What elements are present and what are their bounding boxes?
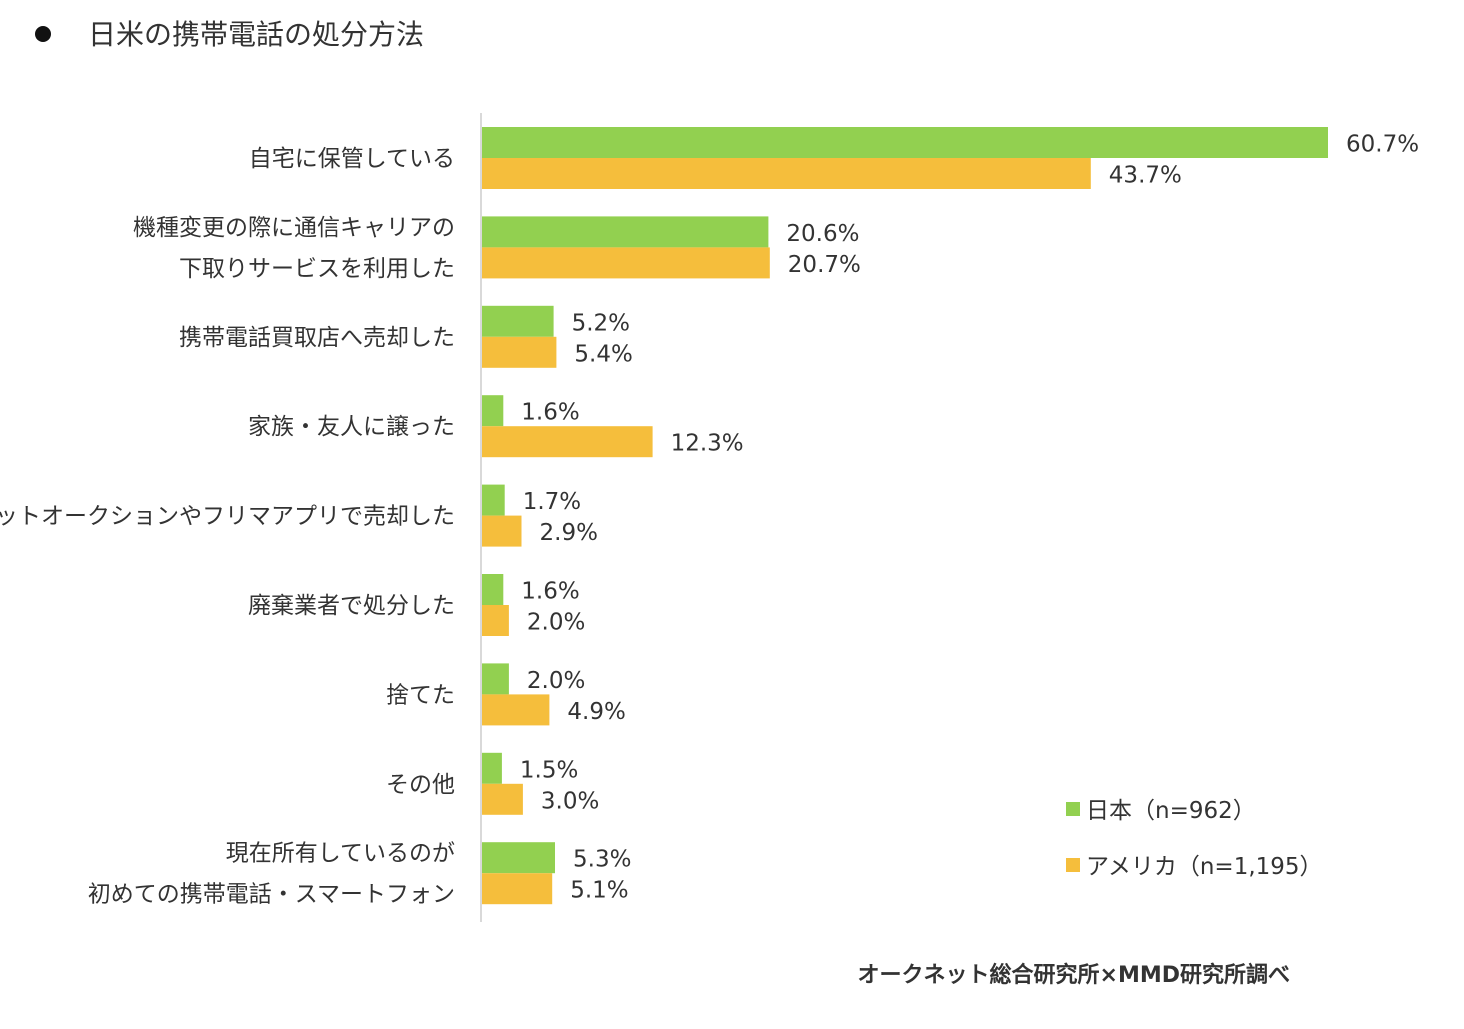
title-bullet-icon <box>35 26 51 42</box>
data-label: 2.0% <box>527 668 585 694</box>
data-label: 2.0% <box>527 610 585 636</box>
category-label: 現在所有しているのが <box>226 841 455 867</box>
category-label: 初めての携帯電話・スマートフォン <box>88 882 455 908</box>
bar-usa <box>481 694 550 726</box>
data-label: 4.9% <box>567 699 625 725</box>
data-label: 1.5% <box>520 757 578 783</box>
category-label: 自宅に保管している <box>249 146 455 172</box>
data-label: 20.6% <box>786 221 859 247</box>
category-label: 捨てた <box>386 682 455 708</box>
legend: 日本（n=962） アメリカ（n=1,195） <box>1066 798 1323 880</box>
category-label: 下取りサービスを利用した <box>179 256 455 282</box>
bar-usa <box>481 247 770 279</box>
bar-japan <box>481 574 504 605</box>
bar-usa <box>481 783 523 815</box>
data-label: 20.7% <box>788 252 861 278</box>
bar-japan <box>481 305 554 337</box>
data-label: 3.0% <box>541 788 599 814</box>
bar-japan <box>481 395 504 427</box>
category-label: 機種変更の際に通信キャリアの <box>133 215 455 241</box>
data-label: 5.4% <box>574 341 632 367</box>
legend-label-japan: 日本（n=962） <box>1086 798 1256 824</box>
bar-japan <box>481 752 502 784</box>
bar-japan <box>481 127 1328 158</box>
bar-usa <box>481 426 653 458</box>
bar-usa <box>481 873 553 905</box>
bar-japan <box>481 842 555 874</box>
category-label: ネットオークションやフリマアプリで売却した <box>0 504 455 530</box>
data-label: 2.9% <box>540 520 598 546</box>
category-label: 廃棄業者で処分した <box>248 593 455 619</box>
legend-swatch-usa <box>1066 858 1080 872</box>
legend-label-usa: アメリカ（n=1,195） <box>1086 854 1323 880</box>
data-label: 1.7% <box>523 489 581 515</box>
bar-japan <box>481 216 769 248</box>
bar-japan <box>481 663 509 695</box>
bar-usa <box>481 605 509 636</box>
chart-title: 日米の携帯電話の処分方法 <box>88 18 424 51</box>
data-label: 1.6% <box>521 400 579 426</box>
bar-japan <box>481 484 505 516</box>
bar-usa <box>481 336 557 368</box>
legend-swatch-japan <box>1066 802 1080 816</box>
data-label: 43.7% <box>1109 163 1182 189</box>
bar-usa <box>481 515 522 547</box>
data-label: 60.7% <box>1346 132 1419 158</box>
source-note: オークネット総合研究所×MMD研究所調べ <box>858 962 1290 988</box>
category-label: 携帯電話買取店へ売却した <box>179 325 455 351</box>
category-label: その他 <box>386 772 455 798</box>
bars-layer: 自宅に保管している 60.7% 43.7% 機種変更の際に通信キャリアの下取りサービス… <box>0 127 1419 908</box>
data-label: 1.6% <box>521 579 579 605</box>
data-label: 5.2% <box>572 310 630 336</box>
data-label: 5.3% <box>573 847 631 873</box>
data-label: 12.3% <box>671 431 744 457</box>
category-label: 家族・友人に譲った <box>248 414 455 440</box>
bar-usa <box>481 158 1091 189</box>
data-label: 5.1% <box>570 878 628 904</box>
